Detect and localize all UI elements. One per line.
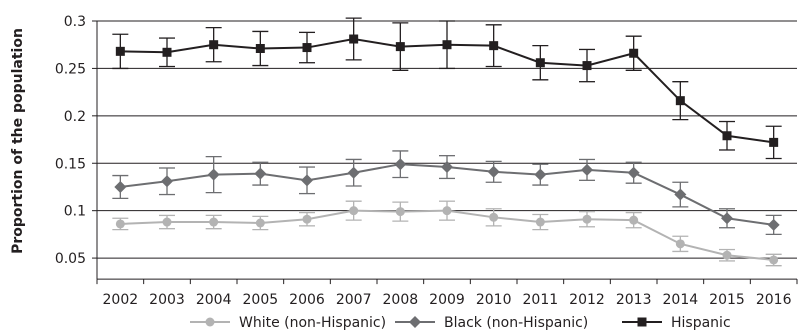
plot-frame: [96, 21, 797, 280]
white-series-point: [255, 218, 265, 228]
white-series: [112, 200, 782, 267]
hispanic-series-point: [349, 34, 359, 44]
y-axis-label: Proportion of the population: [10, 28, 26, 254]
y-tick-label: 0.15: [55, 156, 86, 172]
legend-marker: [205, 317, 215, 327]
x-tick-label: 2015: [709, 292, 745, 308]
x-tick-label: 2010: [476, 292, 512, 308]
hispanic-series-point: [115, 46, 125, 56]
white-series-point: [489, 212, 499, 222]
white-series-point: [395, 207, 405, 217]
black-series-point: [347, 166, 360, 179]
white-series-point: [302, 214, 312, 224]
hispanic-series-point: [582, 61, 592, 71]
black-series-point: [674, 188, 687, 201]
white-series-point: [115, 219, 125, 229]
hispanic-series-point: [629, 48, 639, 58]
legend-label: White (non-Hispanic): [239, 315, 386, 331]
x-tick-label: 2011: [523, 292, 559, 308]
legend-label: Hispanic: [671, 315, 731, 331]
x-tick-label: 2009: [429, 292, 465, 308]
black-series-point: [441, 161, 453, 174]
x-tick-label: 2012: [569, 292, 605, 308]
x-tick-label: 2013: [616, 292, 652, 308]
black-series-point: [161, 175, 173, 188]
black-series-point: [114, 180, 127, 193]
hispanic-series-point: [769, 137, 779, 147]
legend-item-hispanic: Hispanic: [622, 315, 731, 331]
y-tick-label: 0.05: [55, 251, 86, 267]
hispanic-series-point: [255, 44, 265, 54]
white-series-point: [349, 206, 359, 216]
white-series-point: [442, 206, 452, 216]
x-tick-label: 2005: [243, 292, 279, 308]
y-tick-label: 0.2: [64, 109, 86, 125]
legend: White (non-Hispanic) Black (non-Hispanic)…: [190, 315, 731, 331]
hispanic-series-point: [722, 131, 732, 141]
x-tick-label: 2007: [336, 292, 372, 308]
legend-item-black: Black (non-Hispanic): [395, 315, 588, 331]
hispanic-series: [112, 17, 782, 160]
black-series-point: [207, 168, 220, 181]
hispanic-series-point: [535, 58, 545, 68]
black-series-point: [534, 168, 547, 181]
white-series-point: [769, 255, 779, 265]
black-series-point: [627, 166, 640, 179]
x-tick-label: 2004: [196, 292, 232, 308]
white-series-point: [162, 217, 172, 227]
white-series-point: [209, 217, 219, 227]
white-series-point: [582, 214, 592, 224]
hispanic-series-point: [209, 40, 219, 50]
white-series-point: [535, 217, 545, 227]
y-axis-ticks: 0.3 0.25 0.2 0.15 0.1 0.05: [55, 14, 97, 267]
series-group: [112, 17, 782, 267]
black-series-point: [394, 158, 407, 171]
white-series-point: [675, 239, 685, 249]
black-series-point: [254, 167, 267, 180]
hispanic-series-point: [675, 96, 685, 106]
hispanic-series-point: [162, 47, 172, 57]
hispanic-series-point: [395, 42, 405, 52]
white-series-point: [629, 215, 639, 225]
black-series-point: [581, 163, 593, 176]
black-series-point: [767, 218, 780, 231]
hispanic-series-point: [442, 40, 452, 50]
x-tick-label: 2002: [103, 292, 139, 308]
hispanic-series-point: [302, 43, 312, 53]
y-tick-label: 0.1: [64, 204, 86, 220]
black-series-point: [721, 212, 733, 225]
y-tick-label: 0.25: [55, 61, 86, 77]
white-series-point: [722, 250, 732, 260]
black-series-point: [487, 165, 500, 178]
x-tick-label: 2006: [289, 292, 325, 308]
x-tick-label: 2014: [663, 292, 699, 308]
x-tick-label: 2003: [149, 292, 185, 308]
hispanic-series-point: [489, 41, 499, 51]
black-series-point: [301, 174, 313, 187]
x-tick-label: 2008: [383, 292, 419, 308]
y-tick-label: 0.3: [64, 14, 86, 30]
x-tick-label: 2016: [756, 292, 792, 308]
x-axis-ticks: 2002 2003 2004 2005 2006 2007 2008 2009 2010 2011…: [96, 279, 798, 308]
legend-label: Black (non-Hispanic): [444, 315, 588, 331]
black-series: [112, 150, 782, 236]
legend-marker: [637, 317, 647, 327]
legend-marker: [409, 316, 421, 328]
legend-item-white: White (non-Hispanic): [190, 315, 386, 331]
